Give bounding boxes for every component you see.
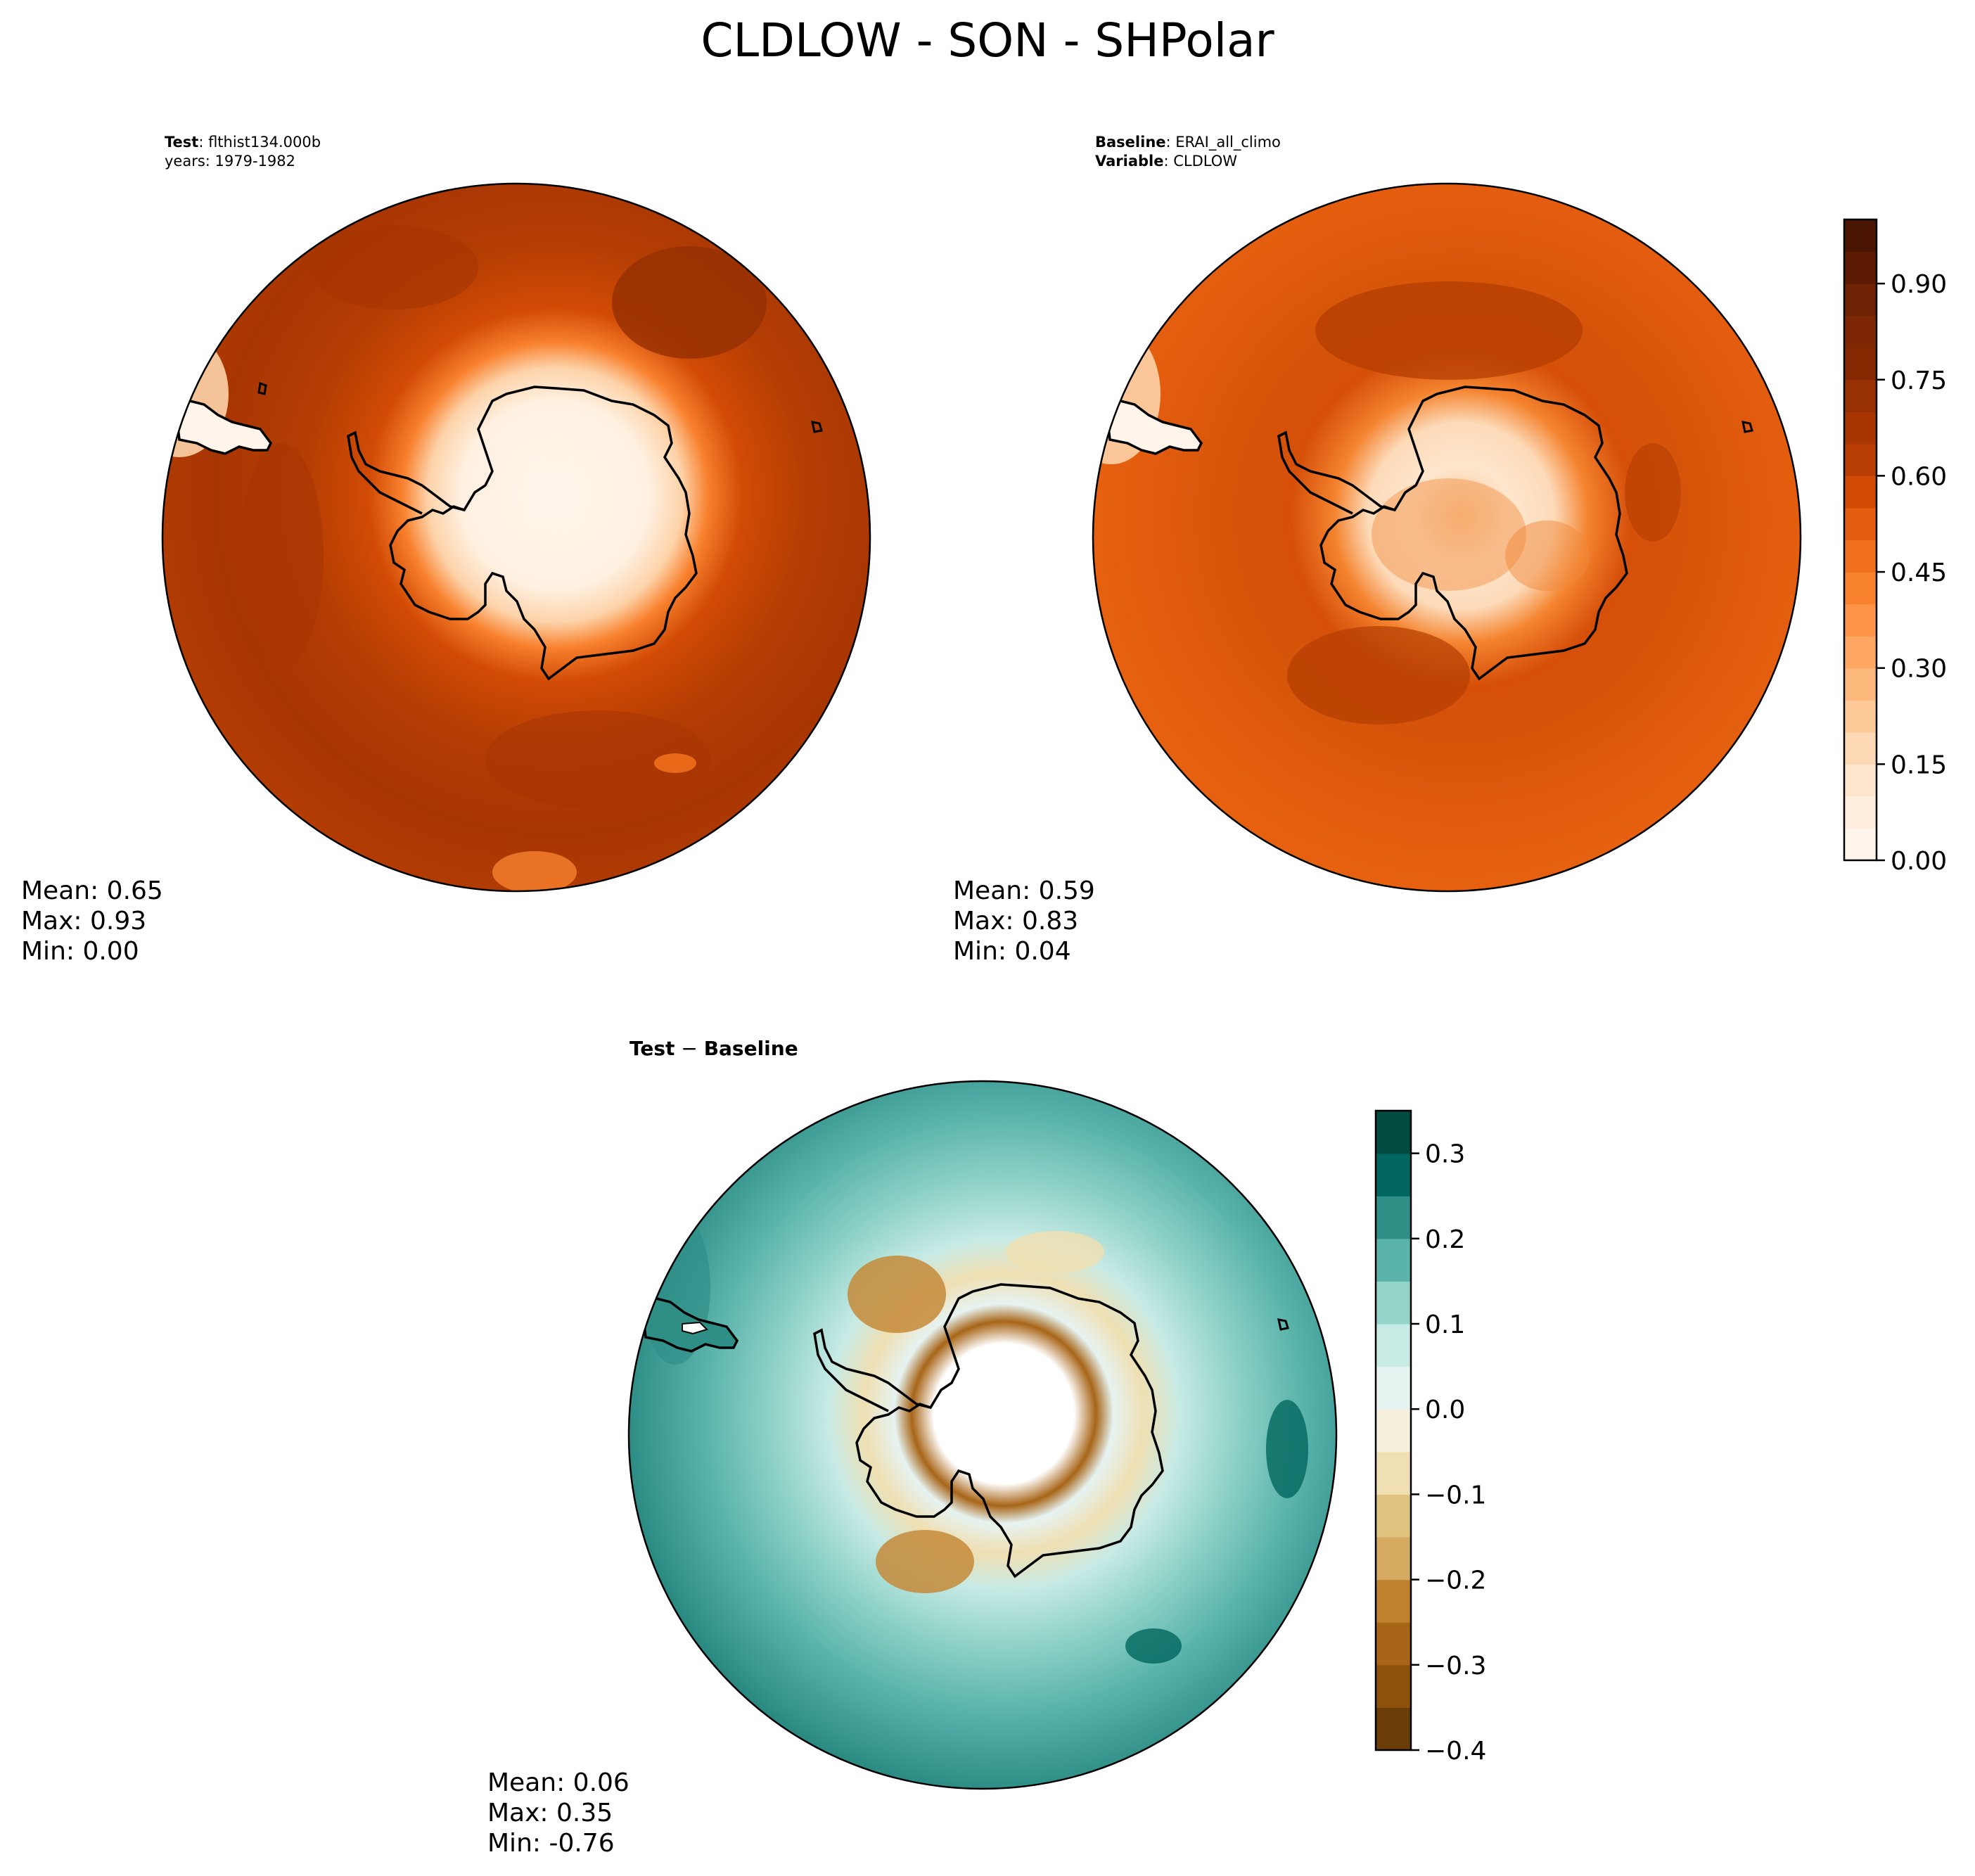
- difference-colorbar-level-12: [1376, 1196, 1411, 1239]
- cloud-fraction-colorbar: 0.00 0.15 0.30 0.45 0.60 0.75 0.90: [1843, 218, 1947, 876]
- cloud-fraction-colorbar-level-11: [1844, 476, 1877, 509]
- difference-colorbar-level-7: [1376, 1409, 1411, 1453]
- cloud-fraction-colorbar-level-10: [1844, 507, 1877, 541]
- cloud-fraction-colorbar-tick-label: 0.15: [1891, 751, 1947, 779]
- cloud-fraction-colorbar-level-15: [1844, 347, 1877, 381]
- cloud-fraction-colorbar-level-14: [1844, 379, 1877, 412]
- cloud-fraction-colorbar-level-12: [1844, 443, 1877, 476]
- cloud-fraction-colorbar-tick-label: 0.90: [1891, 270, 1947, 299]
- difference-colorbar-tick-label: −0.2: [1425, 1566, 1486, 1595]
- difference-colorbar-level-9: [1376, 1324, 1411, 1367]
- test-header-key: Test: [165, 134, 198, 151]
- difference-colorbar-level-5: [1376, 1494, 1411, 1538]
- difference-colorbar-tick-label: −0.4: [1425, 1737, 1486, 1766]
- cloud-fraction-colorbar-level-7: [1844, 604, 1877, 637]
- test-panel-years: years: 1979-1982: [165, 153, 295, 170]
- baseline-panel-header: Baseline: ERAI_all_climo: [1095, 134, 1281, 151]
- cloud-fraction-colorbar-level-19: [1844, 219, 1877, 253]
- test-map: [162, 184, 870, 891]
- cloud-fraction-colorbar-tick-label: 0.75: [1891, 366, 1947, 395]
- difference-colorbar-level-2: [1376, 1622, 1411, 1666]
- difference-panel-header: Test − Baseline: [629, 1037, 798, 1060]
- baseline-map-border: [1092, 182, 1802, 893]
- test-max: Max: 0.93: [21, 907, 146, 936]
- baseline-max: Max: 0.83: [953, 907, 1078, 936]
- difference-colorbar-tick-label: 0.2: [1425, 1225, 1465, 1254]
- cloud-fraction-colorbar-level-0: [1844, 828, 1877, 861]
- difference-colorbar-tick-label: −0.1: [1425, 1481, 1486, 1510]
- difference-colorbar: −0.4 −0.3 −0.2 −0.1 0.0 0.1 0.2 0.3: [1374, 1109, 1486, 1766]
- test-min: Min: 0.00: [21, 937, 139, 966]
- baseline-coastline: [1319, 385, 1628, 681]
- baseline-panel-variable: Variable: CLDLOW: [1095, 153, 1237, 170]
- baseline-header-key: Baseline: [1095, 134, 1166, 151]
- cloud-fraction-colorbar-tick-label: 0.60: [1891, 462, 1947, 491]
- cloud-fraction-colorbar-level-4: [1844, 700, 1877, 733]
- cloud-fraction-colorbar-level-18: [1844, 251, 1877, 284]
- difference-colorbar-level-10: [1376, 1281, 1411, 1325]
- diff-header-test: Test: [629, 1037, 675, 1060]
- baseline-min: Min: 0.04: [953, 937, 1071, 966]
- difference-colorbar-tick-label: 0.1: [1425, 1310, 1465, 1339]
- difference-colorbar-tick-label: 0.0: [1425, 1396, 1465, 1424]
- cloud-fraction-colorbar-tick-label: 0.00: [1891, 847, 1947, 876]
- cloud-fraction-colorbar-level-3: [1844, 732, 1877, 765]
- cloud-fraction-colorbar-level-1: [1844, 796, 1877, 829]
- diff-header-operator: −: [675, 1037, 703, 1060]
- difference-colorbar-level-8: [1376, 1366, 1411, 1410]
- difference-colorbar-level-1: [1376, 1664, 1411, 1708]
- difference-max: Max: 0.35: [487, 1799, 613, 1827]
- test-coastline: [389, 385, 698, 681]
- difference-colorbar-level-3: [1376, 1579, 1411, 1623]
- diff-header-baseline: Baseline: [704, 1037, 798, 1060]
- variable-value: : CLDLOW: [1163, 153, 1237, 170]
- cloud-fraction-colorbar-level-6: [1844, 636, 1877, 669]
- cloud-fraction-colorbar-border: [1843, 218, 1878, 862]
- cloud-fraction-colorbar-tick-label: 0.45: [1891, 559, 1947, 587]
- difference-colorbar-level-6: [1376, 1451, 1411, 1495]
- baseline-header-value: : ERAI_all_climo: [1166, 134, 1281, 151]
- cloud-fraction-colorbar-level-17: [1844, 283, 1877, 317]
- difference-mean: Mean: 0.06: [487, 1768, 629, 1797]
- baseline-map: [1093, 184, 1801, 891]
- figure-title: CLDLOW - SON - SHPolar: [701, 13, 1274, 68]
- difference-colorbar-level-13: [1376, 1153, 1411, 1197]
- test-map-border: [161, 182, 871, 893]
- cloud-fraction-colorbar-level-9: [1844, 540, 1877, 573]
- difference-colorbar-tick-label: −0.3: [1425, 1652, 1486, 1680]
- difference-map: [629, 1081, 1336, 1789]
- difference-colorbar-border: [1374, 1109, 1412, 1751]
- difference-colorbar-level-0: [1376, 1707, 1411, 1751]
- baseline-mean: Mean: 0.59: [953, 876, 1095, 905]
- cloud-fraction-colorbar-level-2: [1844, 764, 1877, 797]
- difference-coastline: [855, 1283, 1164, 1578]
- test-mean: Mean: 0.65: [21, 876, 163, 905]
- test-panel-header: Test: flthist134.000b: [165, 134, 321, 151]
- difference-map-border: [627, 1080, 1338, 1790]
- difference-colorbar-level-14: [1376, 1111, 1411, 1154]
- cloud-fraction-colorbar-level-5: [1844, 668, 1877, 701]
- difference-colorbar-level-4: [1376, 1537, 1411, 1581]
- cloud-fraction-colorbar-level-8: [1844, 572, 1877, 605]
- difference-colorbar-tick-label: 0.3: [1425, 1140, 1465, 1169]
- baseline-panel: Baseline: ERAI_all_climo Variable: CLDLO…: [953, 134, 1947, 966]
- cloud-fraction-colorbar-level-13: [1844, 411, 1877, 445]
- test-panel: Test: flthist134.000b years: 1979-1982 M…: [21, 134, 871, 966]
- cloud-fraction-colorbar-level-16: [1844, 315, 1877, 348]
- difference-min: Min: -0.76: [487, 1829, 615, 1858]
- cloud-fraction-colorbar-tick-label: 0.30: [1891, 655, 1947, 684]
- difference-panel: Test − Baseline Mean: 0.06 Max: 0.35 Min…: [487, 1037, 1486, 1858]
- variable-key: Variable: [1095, 153, 1163, 170]
- test-header-value: : flthist134.000b: [198, 134, 321, 151]
- difference-colorbar-level-11: [1376, 1238, 1411, 1282]
